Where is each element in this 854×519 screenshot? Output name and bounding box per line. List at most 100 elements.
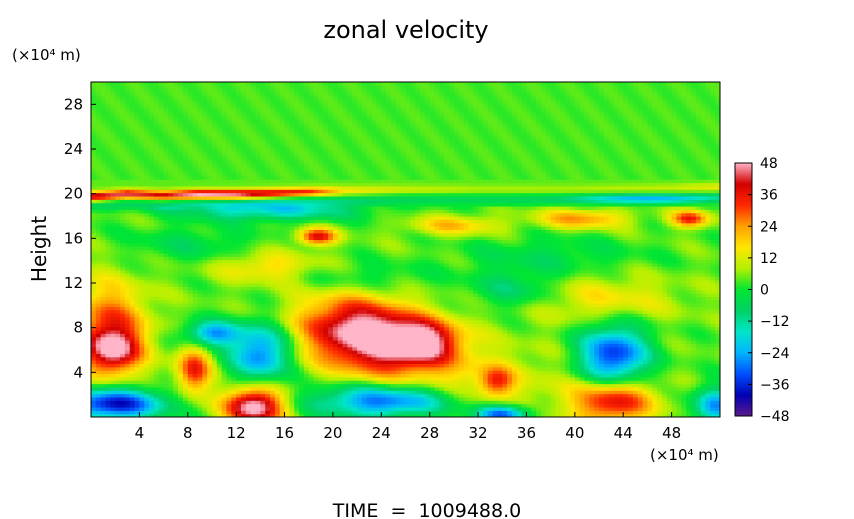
heatmap-cell bbox=[681, 393, 687, 398]
heatmap-cell bbox=[144, 373, 150, 378]
heatmap-cell bbox=[187, 373, 194, 378]
heatmap-cell bbox=[303, 403, 310, 408]
heatmap-cell bbox=[313, 376, 320, 381]
heatmap-cell bbox=[231, 406, 237, 411]
heatmap-cell bbox=[347, 413, 353, 417]
heatmap-cell bbox=[507, 406, 513, 411]
heatmap-cell bbox=[715, 390, 720, 395]
heatmap-cell bbox=[139, 380, 145, 385]
heatmap-cell bbox=[632, 400, 639, 405]
heatmap-cell bbox=[463, 386, 469, 391]
heatmap-cell bbox=[700, 386, 707, 391]
heatmap-cell bbox=[623, 403, 629, 408]
heatmap-cell bbox=[318, 400, 324, 405]
heatmap-cell bbox=[710, 393, 716, 398]
heatmap-cell bbox=[405, 406, 411, 411]
heatmap-cell bbox=[153, 393, 160, 398]
heatmap-cell bbox=[270, 410, 276, 415]
heatmap-cell bbox=[250, 406, 257, 411]
heatmap-cell bbox=[226, 410, 232, 415]
heatmap-cell bbox=[197, 373, 203, 378]
heatmap-cell bbox=[618, 400, 624, 405]
heatmap-cell bbox=[202, 410, 208, 415]
heatmap-cell bbox=[584, 376, 590, 381]
heatmap-cell bbox=[637, 403, 644, 408]
heatmap-cell bbox=[337, 403, 344, 408]
heatmap-cell bbox=[695, 400, 702, 405]
heatmap-cell bbox=[352, 403, 358, 408]
heatmap-cell bbox=[163, 406, 170, 411]
heatmap-cell bbox=[390, 380, 397, 385]
heatmap-cell bbox=[144, 403, 150, 408]
heatmap-cell bbox=[187, 380, 194, 385]
heatmap-cell bbox=[361, 393, 368, 398]
heatmap-cell bbox=[115, 376, 121, 381]
heatmap-cell bbox=[429, 406, 436, 411]
heatmap-cell bbox=[265, 386, 271, 391]
heatmap-cell bbox=[415, 380, 421, 385]
heatmap-cell bbox=[589, 386, 595, 391]
heatmap-cell bbox=[178, 393, 184, 398]
heatmap-cell bbox=[361, 400, 368, 405]
heatmap-cell bbox=[695, 406, 702, 411]
heatmap-cell bbox=[318, 413, 324, 417]
heatmap-cell bbox=[434, 393, 440, 398]
heatmap-cell bbox=[168, 373, 174, 378]
heatmap-cell bbox=[284, 396, 290, 401]
heatmap-cell bbox=[386, 393, 392, 398]
heatmap-cell bbox=[637, 380, 644, 385]
heatmap-cell bbox=[637, 413, 644, 417]
heatmap-cell bbox=[318, 403, 324, 408]
heatmap-cell bbox=[110, 390, 116, 395]
heatmap-cell bbox=[632, 383, 639, 388]
heatmap-cell bbox=[158, 390, 165, 395]
heatmap-cell bbox=[153, 376, 160, 381]
heatmap-cell bbox=[560, 410, 566, 415]
heatmap-cell bbox=[270, 406, 276, 411]
heatmap-cell bbox=[478, 386, 484, 391]
heatmap-cell bbox=[628, 386, 634, 391]
heatmap-cell bbox=[337, 393, 344, 398]
heatmap-cell bbox=[458, 380, 465, 385]
heatmap-cell bbox=[144, 386, 150, 391]
heatmap-cell bbox=[429, 376, 436, 381]
heatmap-cell bbox=[608, 386, 615, 391]
heatmap-cell bbox=[623, 406, 629, 411]
heatmap-cell bbox=[516, 380, 523, 385]
heatmap-cell bbox=[153, 383, 160, 388]
heatmap-cell bbox=[197, 390, 203, 395]
heatmap-cell bbox=[661, 390, 668, 395]
heatmap-cell bbox=[178, 413, 184, 417]
heatmap-cell bbox=[124, 386, 131, 391]
heatmap-cell bbox=[420, 390, 426, 395]
heatmap-cell bbox=[710, 413, 716, 417]
heatmap-cell bbox=[478, 406, 484, 411]
heatmap-cell bbox=[337, 400, 344, 405]
heatmap-cell bbox=[420, 413, 426, 417]
heatmap-cell bbox=[361, 386, 368, 391]
heatmap-cell bbox=[168, 380, 174, 385]
heatmap-cell bbox=[255, 410, 261, 415]
heatmap-cell bbox=[226, 373, 232, 378]
heatmap-cell bbox=[105, 386, 111, 391]
heatmap-cell bbox=[95, 403, 102, 408]
heatmap-cell bbox=[545, 380, 552, 385]
heatmap-cell bbox=[603, 400, 610, 405]
heatmap-cell bbox=[521, 410, 528, 415]
heatmap-cell bbox=[516, 410, 523, 415]
heatmap-cell bbox=[95, 410, 102, 415]
heatmap-cell bbox=[657, 380, 663, 385]
heatmap-cell bbox=[231, 396, 237, 401]
heatmap-cell bbox=[570, 380, 576, 385]
heatmap-cell bbox=[313, 396, 320, 401]
heatmap-cell bbox=[284, 393, 290, 398]
heatmap-cell bbox=[516, 403, 523, 408]
heatmap-cell bbox=[715, 383, 720, 388]
heatmap-cell bbox=[536, 393, 542, 398]
heatmap-cell bbox=[565, 400, 571, 405]
heatmap-cell bbox=[632, 376, 639, 381]
heatmap-cell bbox=[231, 380, 237, 385]
heatmap-cell bbox=[681, 376, 687, 381]
heatmap-cell bbox=[652, 413, 658, 417]
heatmap-cell bbox=[381, 413, 387, 417]
